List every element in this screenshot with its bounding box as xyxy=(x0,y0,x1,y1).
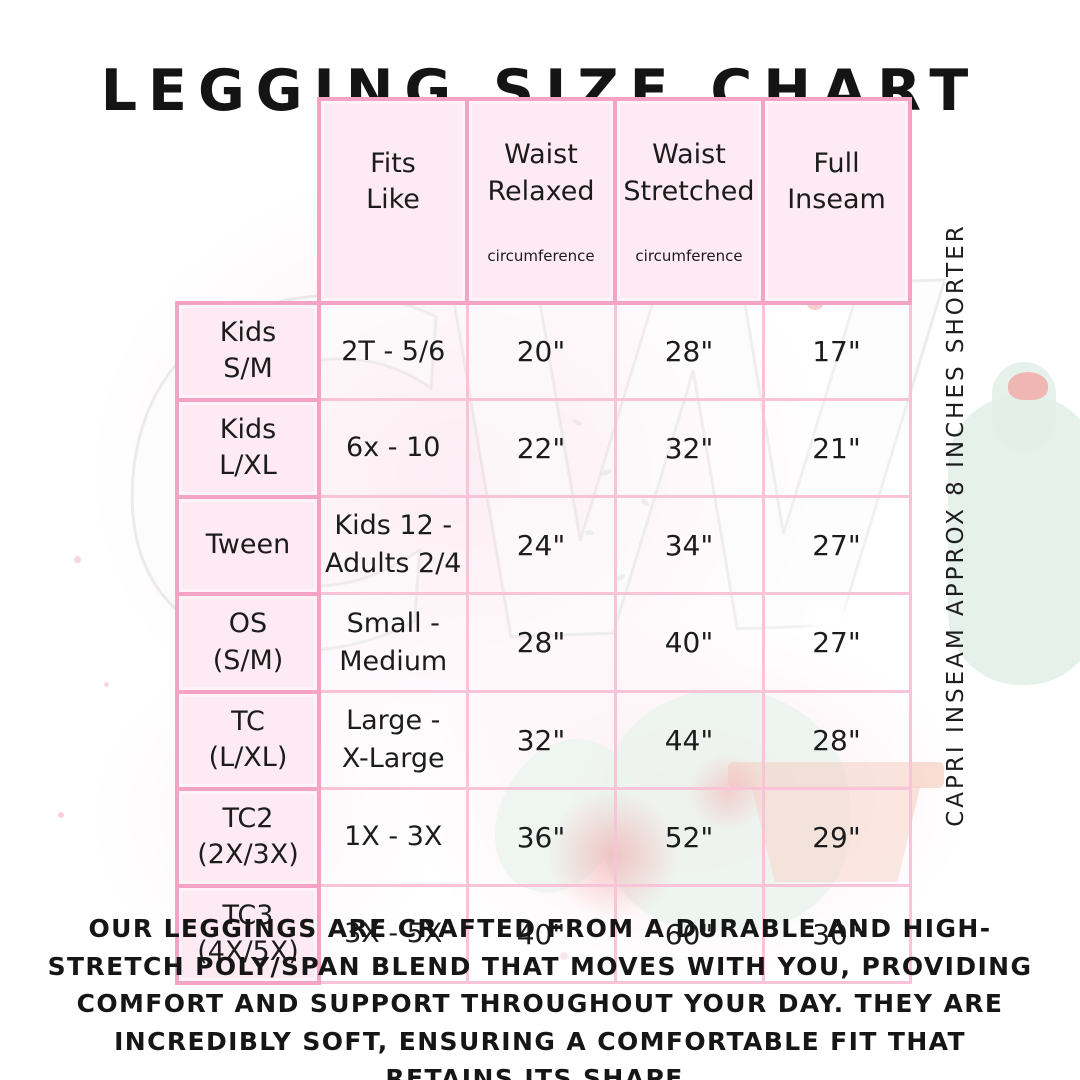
speckle-dot xyxy=(74,556,81,563)
table-cell: 40" xyxy=(465,884,617,985)
column-header-label: Waist Relaxed xyxy=(487,139,595,207)
row-header-tc-lxl: TC (L/XL) xyxy=(175,689,321,791)
table-cell: Small - Medium xyxy=(317,592,469,694)
table-cell: 27" xyxy=(761,592,912,694)
column-header-label: Full Inseam xyxy=(787,147,886,216)
table-cell: 52" xyxy=(613,787,765,888)
table-row: OS (S/M) Small - Medium 28" 40" 27" xyxy=(175,591,912,694)
table-cell: 28" xyxy=(761,690,912,791)
table-cell: 27" xyxy=(761,495,912,596)
flower-icon xyxy=(1008,372,1048,400)
table-row: Kids S/M 2T - 5/6 20" 28" 17" xyxy=(175,300,912,402)
column-header-sublabel: circumference xyxy=(487,246,595,265)
table-row: TC (L/XL) Large - X-Large 32" 44" 28" xyxy=(175,689,912,791)
capri-inseam-note: CAPRI INSEAM APPROX 8 INCHES SHORTER xyxy=(943,223,969,827)
row-header-kids-sm: Kids S/M xyxy=(175,300,321,402)
table-cell: Large - X-Large xyxy=(317,690,469,791)
table-row: TC2 (2X/3X) 1X - 3X 36" 52" 29" xyxy=(175,786,912,888)
table-cell: 22" xyxy=(465,398,617,499)
table-cell: 40" xyxy=(613,592,765,694)
size-chart-table: Fits Like Waist Relaxed circumference Wa… xyxy=(175,97,912,985)
table-cell: 1X - 3X xyxy=(317,787,469,888)
table-corner-cell xyxy=(177,99,319,303)
column-header-waist-relaxed: Waist Relaxed circumference xyxy=(465,97,617,305)
row-header-tc3-4x5x: TC3 (4X/5X) xyxy=(175,883,321,985)
table-cell: 32" xyxy=(465,690,617,791)
table-cell: 21" xyxy=(761,398,912,499)
column-header-label: Fits Like xyxy=(366,147,420,216)
table-cell: 32" xyxy=(613,398,765,499)
table-cell: 3X - 5X xyxy=(317,884,469,985)
table-cell: 36" xyxy=(465,787,617,888)
table-cell: 24" xyxy=(465,495,617,596)
row-header-tween: Tween xyxy=(175,494,321,596)
table-row: TC3 (4X/5X) 3X - 5X 40" 60" 30" xyxy=(175,883,912,985)
column-header-full-inseam: Full Inseam xyxy=(761,97,912,305)
column-header-waist-stretched: Waist Stretched circumference xyxy=(613,97,765,305)
row-header-os-sm: OS (S/M) xyxy=(175,591,321,694)
product-description: OUR LEGGINGS ARE CRAFTED FROM A DURABLE … xyxy=(47,914,1033,1080)
row-header-tc2-2x3x: TC2 (2X/3X) xyxy=(175,786,321,888)
table-cell: 60" xyxy=(613,884,765,985)
table-cell: 2T - 5/6 xyxy=(317,301,469,402)
column-header-label: Waist Stretched xyxy=(623,139,755,207)
speckle-dot xyxy=(58,812,64,818)
table-row: Kids L/XL 6x - 10 22" 32" 21" xyxy=(175,397,912,499)
table-cell: Kids 12 - Adults 2/4 xyxy=(317,495,469,596)
row-header-kids-lxl: Kids L/XL xyxy=(175,397,321,499)
speckle-dot xyxy=(104,682,109,687)
table-cell: 29" xyxy=(761,787,912,888)
table-cell: 44" xyxy=(613,690,765,791)
table-row: Tween Kids 12 - Adults 2/4 24" 34" 27" xyxy=(175,494,912,596)
table-cell: 30" xyxy=(761,884,912,985)
column-header-fits-like: Fits Like xyxy=(317,97,469,305)
column-header-sublabel: circumference xyxy=(635,246,743,265)
table-cell: 6x - 10 xyxy=(317,398,469,499)
table-cell: 20" xyxy=(465,301,617,402)
table-cell: 28" xyxy=(465,592,617,694)
table-cell: 28" xyxy=(613,301,765,402)
table-cell: 34" xyxy=(613,495,765,596)
table-cell: 17" xyxy=(761,301,912,402)
